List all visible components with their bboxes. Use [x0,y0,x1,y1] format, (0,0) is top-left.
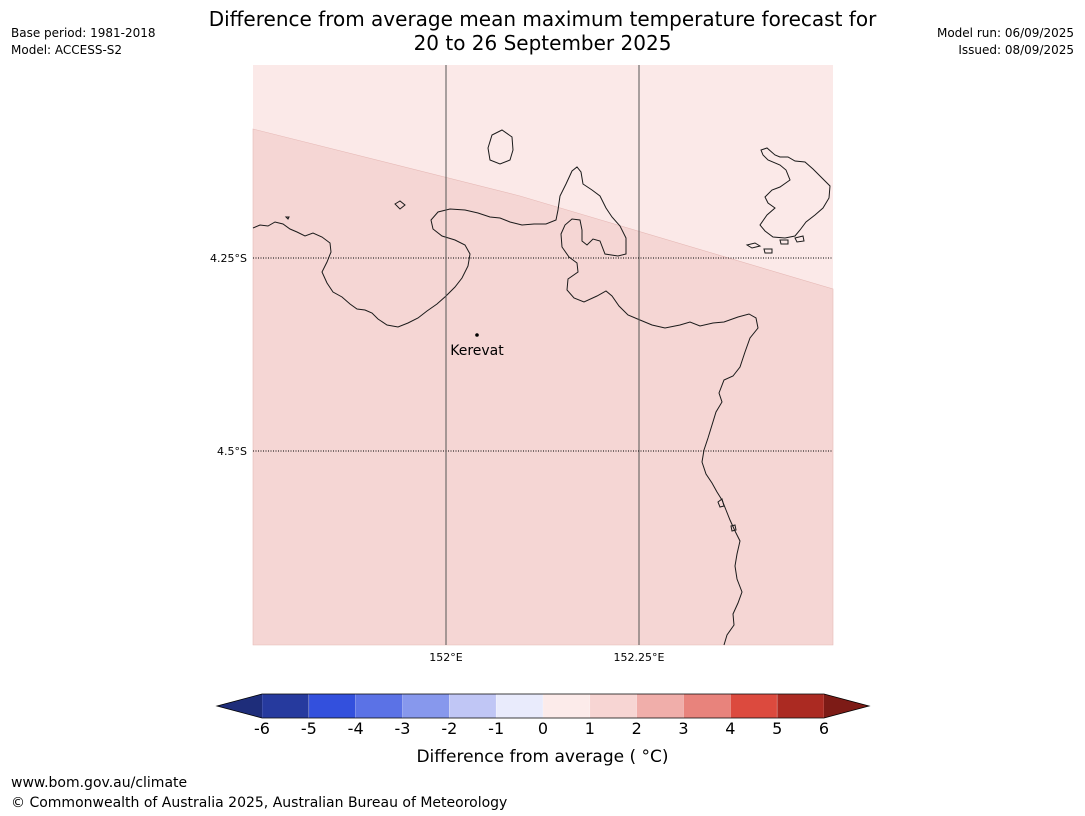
coastline-west [252,166,759,646]
duke-of-york-islands [759,147,831,239]
lat-label-4-5: 4.5°S [217,445,247,458]
colorbar-ticks: -6 -5 -4 -3 -2 -1 0 1 2 3 4 5 6 [0,719,1085,741]
footer-copyright: © Commonwealth of Australia 2025, Austra… [11,795,508,811]
meta-right: Model run: 06/09/2025 Issued: 08/09/2025 [937,25,1074,59]
colorbar-swatch [308,693,356,719]
lon-label-152: 152°E [429,651,462,664]
colorbar-swatch [730,693,778,719]
colorbar-tick-label: 1 [584,719,595,738]
islet-dot [284,216,290,220]
colorbar-tick-label: 2 [631,719,642,738]
colorbar-tick-label: -1 [488,719,505,738]
base-period-label: Base period: 1981-2018 [11,26,156,40]
kerevat-marker [475,333,479,337]
colorbar-swatch [402,693,450,719]
colorbar-tick-label: -4 [347,719,364,738]
colorbar-under-arrow [217,694,262,718]
colorbar-tick-label: -2 [441,719,458,738]
colorbar-outline [215,693,871,719]
islet-coast-2 [730,524,737,532]
issued-label: Issued: 08/09/2025 [958,43,1074,57]
lon-label-152-25: 152.25°E [614,651,665,664]
colorbar-swatch [261,693,310,719]
page-title: Difference from average mean maximum tem… [0,7,1085,55]
footer-url[interactable]: www.bom.gov.au/climate [11,775,188,791]
colorbar-swatch [636,693,684,719]
colorbar-tick-label: 4 [725,719,736,738]
colorbar-swatch [683,693,731,719]
islet-west [394,200,406,210]
colorbar-swatch [776,693,825,719]
islet-east-4 [794,235,805,243]
colorbar-over-arrow [824,694,869,718]
islet-east-3 [779,239,789,245]
colorbar-tick-label: 0 [537,719,549,738]
colorbar-swatch [449,693,497,719]
colorbar-tick-label: -5 [300,719,317,738]
colorbar-tick-label: 6 [818,719,830,738]
colorbar-tick-label: 5 [772,719,783,738]
colorbar-swatch [589,693,637,719]
colorbar-tick-label: -3 [394,719,411,738]
colorbar [215,693,871,719]
colorbar-swatch [495,693,544,719]
islet-east-2 [763,248,773,254]
islet-east-1 [745,242,762,249]
island-north [487,129,514,165]
model-label: Model: ACCESS-S2 [11,43,123,57]
colorbar-swatch [355,693,403,719]
model-run-label: Model run: 06/09/2025 [936,26,1074,40]
colorbar-swatch [542,693,591,719]
colorbar-title: Difference from average ( °C) [416,747,669,767]
colorbar-tick-label: -6 [254,719,270,738]
title-line-1: Difference from average mean maximum tem… [208,7,877,31]
title-line-2: 20 to 26 September 2025 [413,31,672,55]
kerevat-label: Kerevat [450,343,504,359]
meta-left: Base period: 1981-2018 Model: ACCESS-S2 [11,25,156,59]
colorbar-tick-label: 3 [678,719,689,738]
lat-label-4-25: 4.25°S [210,252,247,265]
islet-coast-1 [717,498,725,508]
